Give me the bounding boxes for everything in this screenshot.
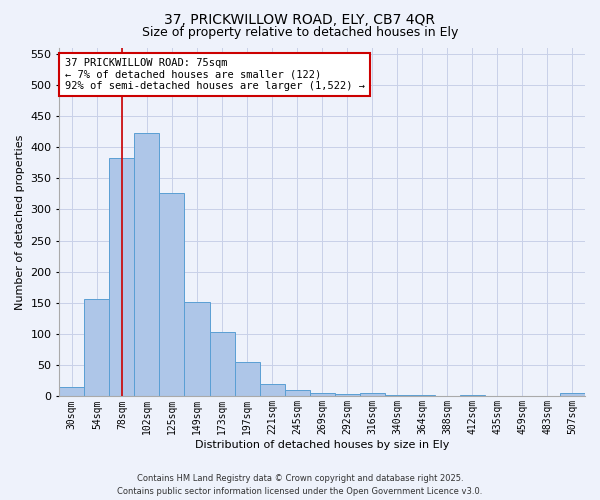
Bar (209, 332, 235, 396)
Bar (235, 362, 260, 396)
Bar (560, 394, 585, 396)
Bar (134, 134, 160, 396)
X-axis label: Distribution of detached houses by size in Ely: Distribution of detached houses by size … (195, 440, 449, 450)
Bar (310, 394, 335, 396)
Bar (385, 395, 410, 396)
Bar (284, 390, 310, 396)
Text: Size of property relative to detached houses in Ely: Size of property relative to detached ho… (142, 26, 458, 39)
Bar (410, 395, 435, 396)
Bar (335, 394, 360, 396)
Bar (184, 302, 209, 396)
Bar (160, 192, 184, 396)
Bar (59, 387, 85, 396)
Bar (260, 384, 284, 396)
Text: Contains HM Land Registry data © Crown copyright and database right 2025.
Contai: Contains HM Land Registry data © Crown c… (118, 474, 482, 496)
Text: 37, PRICKWILLOW ROAD, ELY, CB7 4QR: 37, PRICKWILLOW ROAD, ELY, CB7 4QR (164, 12, 436, 26)
Text: 37 PRICKWILLOW ROAD: 75sqm
← 7% of detached houses are smaller (122)
92% of semi: 37 PRICKWILLOW ROAD: 75sqm ← 7% of detac… (65, 58, 365, 91)
Bar (460, 395, 485, 396)
Bar (85, 298, 109, 396)
Bar (109, 158, 134, 396)
Bar (360, 394, 385, 396)
Y-axis label: Number of detached properties: Number of detached properties (15, 134, 25, 310)
